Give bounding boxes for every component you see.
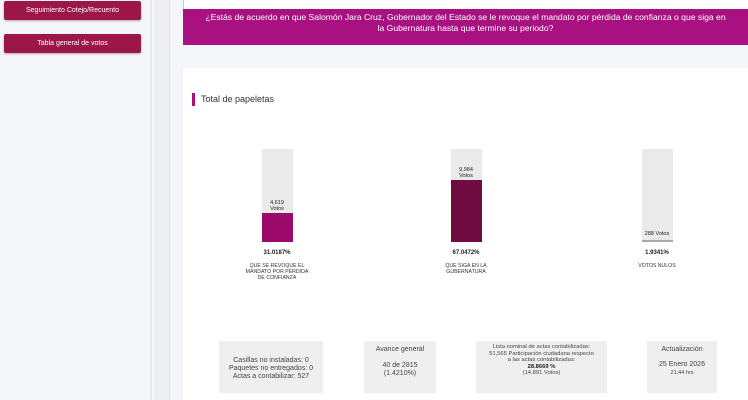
card-title: Total de papeletas [192,93,274,106]
result-nulos: 288 Votos 1.9341% VOTOS NULOS [597,149,717,269]
avance-box: Avance general 40 de 2815 (1.4210%) [364,341,436,393]
bar-track: 9,984 Votos [450,149,482,242]
paquetes-no-entregados: Paquetes no entregados: 0 [228,365,314,372]
avance-title: Avance general [375,346,425,353]
results-card: Total de papeletas 4,619 Votos 31.0187% … [183,68,748,400]
sidebar: Seguimiento Cotejo/Recuento Tabla genera… [0,0,152,400]
lista-line2: 51,565 Participación ciudadana respecto [489,350,594,357]
votes-label: 9,984 Votos [459,166,473,179]
percent-label: 67.0472% [452,250,480,256]
tabla-general-button[interactable]: Tabla general de votos [4,34,141,53]
bar-fill [641,239,673,242]
actualizacion-box: Actualización 25 Enero 2026 21:44 hrs [647,341,717,393]
result-revoque: 4,619 Votos 31.0187% QUE SE REVOQUE EL M… [217,149,337,281]
votes-label: 4,619 Votos [270,200,284,213]
divider [154,0,170,400]
actualizacion-date: 25 Enero 2026 [659,361,705,368]
casillas-box: Casillas no instaladas: 0 Paquetes no en… [219,341,323,393]
top-panel [183,0,748,9]
option-name: VOTOS NULOS [638,263,676,269]
lista-line3: a las actas contabilizadas: [507,357,576,363]
votes-label: 288 Votos [644,230,670,237]
casillas-no-instaladas: Casillas no instaladas: 0 [233,357,309,364]
lista-nominal-box: Lista nominal de actas contabilizadas: 5… [476,341,607,393]
percent-label: 31.0187% [263,250,291,256]
bar-track: 288 Votos [641,149,673,242]
lista-line1: Lista nominal de actas contabilizadas: [492,344,591,350]
actualizacion-time: 21:44 hrs [670,370,694,376]
participacion-percent: 28.8669 % [527,363,556,370]
percent-label: 1.9341% [645,250,669,256]
question-banner: ¿Estás de acuerdo en que Salomón Jara Cr… [183,9,748,45]
bar-track: 4,619 Votos [261,149,293,242]
seguimiento-cotejo-button[interactable]: Seguimiento Cotejo/Recuento [4,1,141,20]
option-name: QUE SE REVOQUE EL MANDATO POR PÉRDIDA DE… [245,263,309,281]
avance-count: 40 de 2815 [382,362,418,369]
result-siga: 9,984 Votos 67.0472% QUE SIGA EN LA GUBE… [406,149,526,275]
actualizacion-title: Actualización [661,346,703,353]
option-name: QUE SIGA EN LA GUBERNATURA [445,263,487,275]
avance-percent: (1.4210%) [383,370,417,377]
bar-fill [261,213,293,242]
bar-fill [450,179,482,242]
participacion-votes: (14,891 Votos) [522,370,561,376]
actas-a-contabilizar: Actas a contabilizar: 527 [232,373,310,380]
